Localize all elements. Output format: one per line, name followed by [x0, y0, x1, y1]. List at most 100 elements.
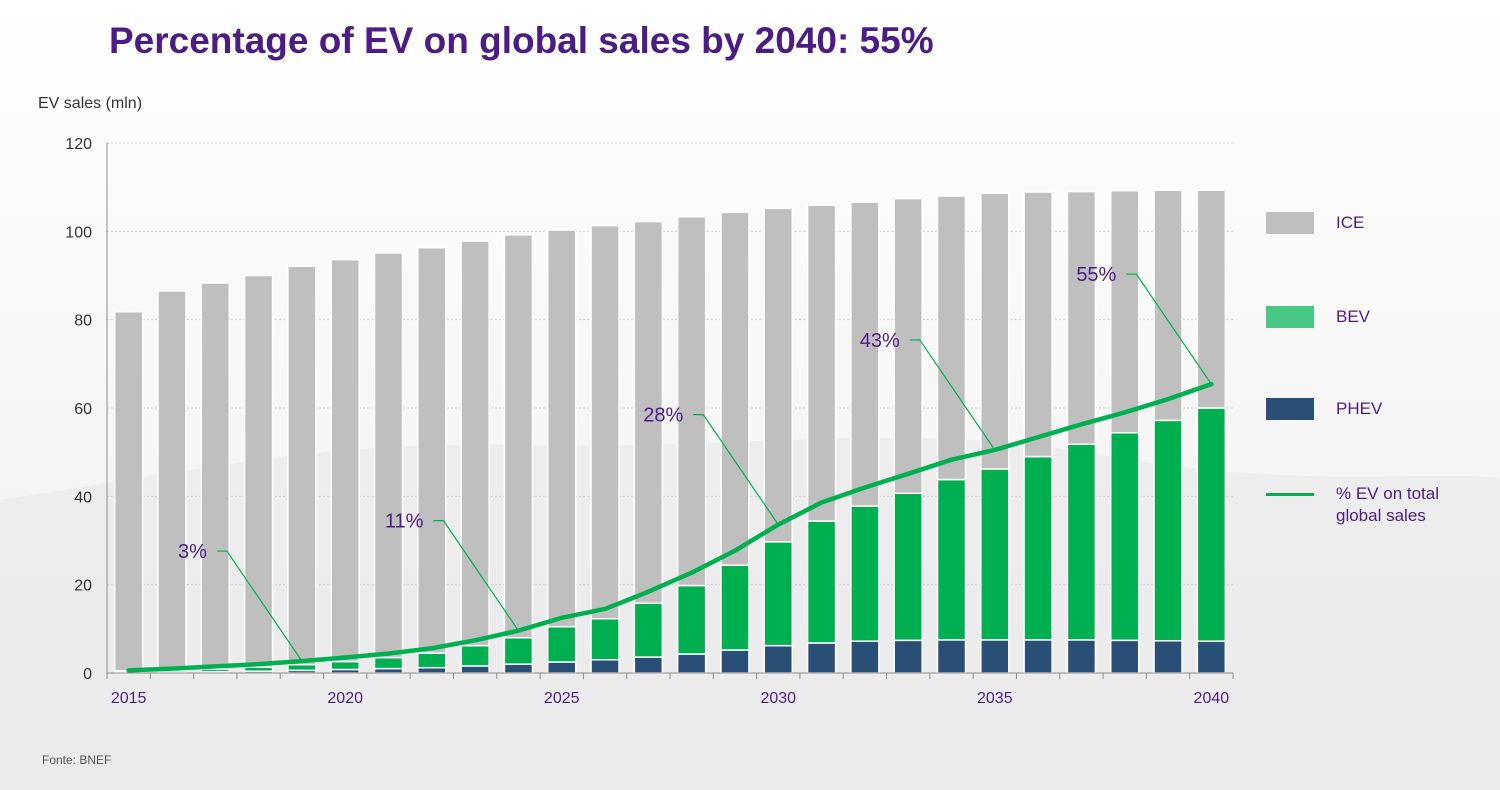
bar-bev-2036 [1023, 455, 1053, 641]
bar-ice-2036 [1023, 191, 1053, 458]
bar-bev-2040 [1196, 407, 1227, 642]
y-tick-label: 100 [65, 224, 92, 241]
legend-item-ev-share: % EV on total global sales [1266, 483, 1466, 527]
legend-item-bev: BEV [1266, 306, 1466, 328]
legend-swatch-phev [1266, 398, 1314, 420]
bar-ice-2024 [503, 234, 534, 639]
bar-bev-2026 [590, 617, 620, 661]
ev-share-line-group [126, 381, 1214, 673]
y-tick-label: 120 [65, 136, 92, 153]
bar-phev-2032 [850, 640, 880, 674]
annotation-label: 11% [385, 511, 424, 533]
bar-phev-2026 [590, 659, 620, 674]
bar-phev-2035 [980, 639, 1010, 674]
gridlines: 0 20 40 60 80 100 120 [65, 136, 1233, 683]
bars-group [113, 189, 1227, 674]
legend-item-ice: ICE [1266, 212, 1466, 234]
bar-bev-2030 [763, 541, 794, 647]
annotation-leader [433, 519, 519, 631]
annotation-label: 28% [643, 405, 683, 427]
bar-phev-2025 [546, 661, 577, 674]
legend-label-ev-share: % EV on total global sales [1336, 484, 1440, 525]
bar-phev-2038 [1109, 639, 1140, 674]
bar-ice-2031 [806, 204, 837, 522]
bar-ice-2029 [720, 211, 750, 566]
bar-phev-2030 [763, 644, 794, 674]
legend-swatch-bev [1266, 306, 1314, 328]
legend-swatch-ice [1266, 212, 1314, 234]
annotation-leader [216, 550, 303, 662]
bar-ice-2037 [1066, 190, 1097, 445]
annotation-leader [1126, 273, 1212, 385]
bar-phev-2024 [503, 663, 534, 674]
bar-ice-2038 [1109, 189, 1140, 434]
annotation-leader [693, 414, 779, 525]
bar-bev-2033 [893, 492, 923, 642]
bar-ice-2040 [1196, 189, 1227, 409]
annotation-label: 43% [860, 330, 900, 352]
bar-bev-2037 [1066, 443, 1097, 641]
bar-ice-2023 [460, 240, 490, 647]
bar-ice-2028 [676, 216, 707, 587]
bar-phev-2029 [720, 649, 750, 674]
bar-bev-2034 [936, 478, 967, 641]
chart-title: Percentage of EV on global sales by 2040… [109, 20, 934, 61]
bar-ice-2026 [590, 224, 620, 620]
bar-bev-2035 [980, 468, 1010, 641]
x-tick-label: 2030 [760, 690, 796, 707]
bar-bev-2028 [676, 584, 707, 655]
y-tick-label: 0 [83, 666, 92, 683]
bar-bev-2020 [330, 660, 360, 671]
annotations-group: 3% 11% 28% 43% 55% [178, 264, 1212, 662]
bar-bev-2032 [850, 505, 880, 642]
bar-bev-2031 [806, 520, 837, 644]
bar-phev-2036 [1023, 639, 1053, 674]
bar-bev-2029 [720, 564, 750, 651]
bar-phev-2023 [460, 665, 490, 674]
bar-ice-2027 [633, 220, 664, 604]
bar-phev-2031 [806, 642, 837, 674]
bar-bev-2039 [1153, 419, 1183, 642]
bar-phev-2022 [417, 666, 447, 674]
bar-bev-2019 [287, 663, 317, 672]
bar-phev-2033 [893, 639, 923, 674]
axes-group: 2015 2020 2025 2030 2035 2040 [106, 143, 1234, 707]
x-tick-label: 2015 [111, 690, 147, 707]
y-axis-label: EV sales (mln) [38, 95, 142, 112]
bar-ice-2015 [113, 310, 144, 672]
legend-line-ev-share [1266, 493, 1314, 496]
legend-label-phev: PHEV [1336, 399, 1383, 418]
y-tick-label: 80 [74, 313, 92, 330]
legend-item-phev: PHEV [1266, 398, 1466, 420]
y-tick-label: 20 [74, 578, 92, 595]
legend: ICE BEV PHEV % EV on total global sales [1266, 200, 1486, 540]
bar-bev-2021 [373, 656, 404, 670]
x-tick-label: 2035 [977, 690, 1013, 707]
ev-share-line [126, 381, 1214, 673]
legend-label-bev: BEV [1336, 307, 1371, 326]
source-note: Fonte: BNEF [42, 753, 112, 767]
bar-ice-2017 [200, 282, 231, 670]
annotation-leader [909, 339, 996, 451]
bar-ice-2030 [763, 207, 794, 543]
bar-phev-2037 [1066, 639, 1097, 674]
bar-phev-2034 [936, 639, 967, 674]
bar-bev-2025 [546, 625, 577, 663]
annotation-label: 55% [1076, 264, 1116, 286]
y-tick-label: 60 [74, 401, 92, 418]
bar-ice-2021 [373, 252, 404, 659]
bar-bev-2024 [503, 636, 534, 665]
bar-ice-2035 [980, 192, 1010, 470]
bar-ice-2022 [417, 246, 447, 654]
legend-label-ice: ICE [1336, 213, 1365, 232]
bar-phev-2027 [633, 656, 664, 674]
bar-phev-2040 [1196, 640, 1227, 674]
x-tick-label: 2020 [327, 690, 363, 707]
annotation-label: 3% [178, 541, 207, 563]
bar-bev-2023 [460, 644, 490, 667]
bar-phev-2039 [1153, 640, 1183, 674]
x-tick-label: 2040 [1194, 690, 1230, 707]
bar-ice-2034 [936, 195, 967, 481]
bar-bev-2038 [1109, 431, 1140, 642]
bar-ice-2025 [546, 229, 577, 628]
